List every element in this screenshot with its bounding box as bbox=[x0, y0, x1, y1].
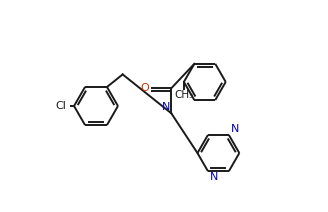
Text: O: O bbox=[141, 83, 149, 93]
Text: CH₃: CH₃ bbox=[174, 90, 194, 100]
Text: N: N bbox=[231, 124, 239, 134]
Text: Cl: Cl bbox=[55, 101, 66, 111]
Text: N: N bbox=[210, 172, 218, 182]
Text: N: N bbox=[162, 102, 170, 112]
